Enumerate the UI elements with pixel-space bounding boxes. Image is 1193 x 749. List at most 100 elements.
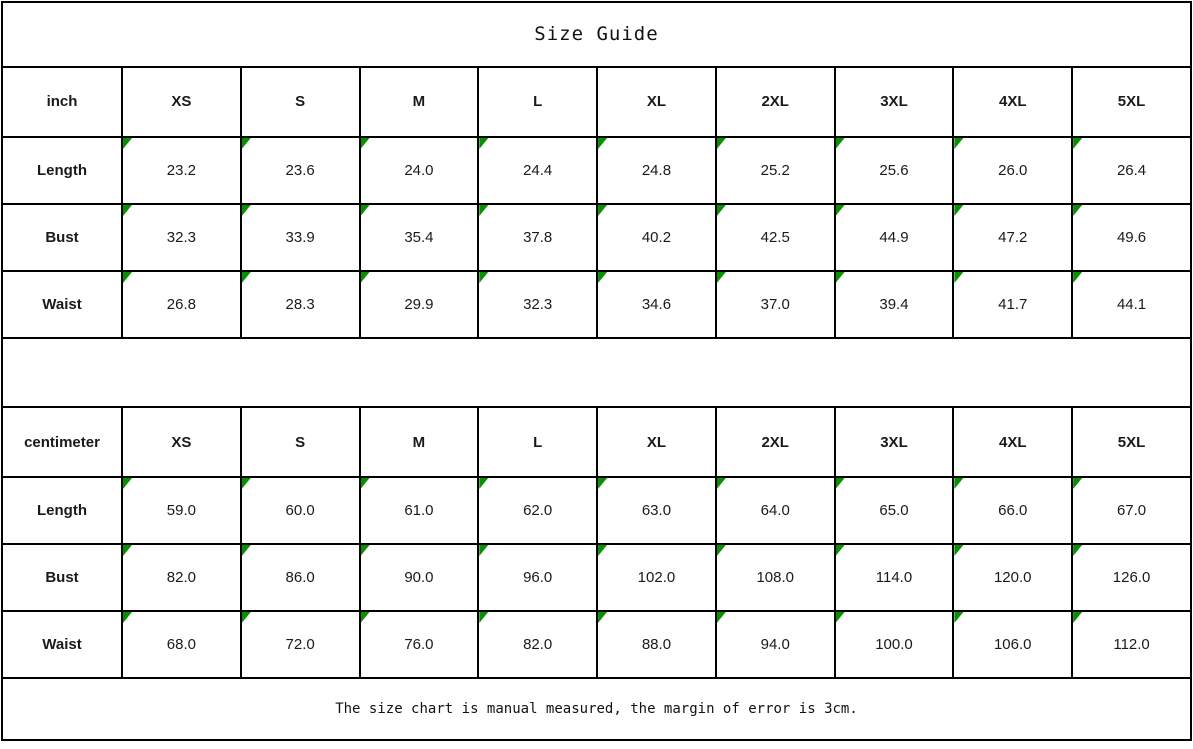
measurement-cell: 23.2 xyxy=(121,135,242,205)
green-corner-marker-icon xyxy=(1073,545,1083,557)
green-corner-marker-icon xyxy=(123,545,132,557)
measurement-cell: 41.7 xyxy=(952,269,1074,339)
measurement-cell: 59.0 xyxy=(121,476,242,546)
measurement-cell: 82.0 xyxy=(121,543,242,612)
measurement-value: 102.0 xyxy=(637,569,676,586)
measurement-value: 24.8 xyxy=(641,161,672,179)
green-corner-marker-icon xyxy=(123,137,132,149)
row-label-length: Length xyxy=(1,135,123,205)
measurement-cell: 82.0 xyxy=(477,609,599,680)
size-col-header-s: S xyxy=(239,405,361,479)
unit-label-centimeter: centimeter xyxy=(1,405,123,479)
measurement-cell: 44.9 xyxy=(833,202,955,272)
footer-note: The size chart is manual measured, the m… xyxy=(1,677,1192,741)
green-corner-marker-icon xyxy=(123,204,132,216)
measurement-cell: 60.0 xyxy=(239,476,361,546)
measurement-value: 106.0 xyxy=(993,636,1032,654)
measurement-cell: 112.0 xyxy=(1071,609,1192,680)
green-corner-marker-icon xyxy=(598,612,608,623)
measurement-cell: 66.0 xyxy=(952,476,1074,546)
green-corner-marker-icon xyxy=(123,612,132,623)
measurement-cell: 72.0 xyxy=(239,609,361,680)
measurement-cell: 24.4 xyxy=(477,135,599,205)
measure-row-length: Length 23.2 23.6 24.0 24.4 24.8 25.2 25.6 26.0 26… xyxy=(1,135,1192,205)
gap-section xyxy=(1,336,1192,409)
measurement-cell: 29.9 xyxy=(358,269,480,339)
measurement-value: 32.3 xyxy=(166,228,196,246)
footer-row: The size chart is manual measured, the m… xyxy=(1,677,1192,741)
measurement-value: 114.0 xyxy=(875,569,913,586)
measurement-value: 37.8 xyxy=(523,228,553,246)
green-corner-marker-icon xyxy=(716,204,726,216)
measurement-value: 59.0 xyxy=(166,502,196,520)
size-col-header-5xl: 5XL xyxy=(1071,65,1192,138)
measurement-value: 82.0 xyxy=(523,636,553,654)
green-corner-marker-icon xyxy=(241,545,251,557)
green-corner-marker-icon xyxy=(835,478,845,490)
measurement-cell: 24.8 xyxy=(596,135,717,205)
measurement-cell: 25.6 xyxy=(833,135,955,205)
green-corner-marker-icon xyxy=(1073,204,1083,216)
measurement-cell: 44.1 xyxy=(1071,269,1192,339)
size-header-row: centimeter XS S M L XL 2XL 3XL 4XL 5XL xyxy=(1,405,1192,479)
measurement-value: 66.0 xyxy=(998,502,1028,520)
size-col-header-xl: XL xyxy=(596,65,717,138)
measurement-cell: 32.3 xyxy=(477,269,599,339)
measurement-cell: 35.4 xyxy=(358,202,480,272)
size-col-header-m: M xyxy=(358,405,480,479)
measurement-value: 126.0 xyxy=(1112,569,1151,586)
green-corner-marker-icon xyxy=(835,137,845,149)
measurement-cell: 94.0 xyxy=(714,609,836,680)
measurement-value: 86.0 xyxy=(285,569,315,586)
measure-row-length: Length 59.0 60.0 61.0 62.0 63.0 64.0 65.0 66.0 67… xyxy=(1,476,1192,546)
row-label-length: Length xyxy=(1,476,123,546)
green-corner-marker-icon xyxy=(123,271,132,283)
size-col-header-3xl: 3XL xyxy=(833,405,955,479)
measurement-value: 100.0 xyxy=(875,636,913,654)
measurement-cell: 76.0 xyxy=(358,609,480,680)
measurement-value: 96.0 xyxy=(523,569,553,586)
green-corner-marker-icon xyxy=(716,271,726,283)
measurement-value: 62.0 xyxy=(523,502,553,520)
green-corner-marker-icon xyxy=(360,545,370,557)
green-corner-marker-icon xyxy=(360,137,370,149)
green-corner-marker-icon xyxy=(716,478,726,490)
measure-row-bust: Bust 82.0 86.0 90.0 96.0 102.0 108.0 114.0 120.0… xyxy=(1,543,1192,612)
green-corner-marker-icon xyxy=(479,612,489,623)
green-corner-marker-icon xyxy=(241,612,251,623)
green-corner-marker-icon xyxy=(1073,137,1083,149)
measurement-cell: 23.6 xyxy=(239,135,361,205)
measurement-value: 32.3 xyxy=(523,295,553,313)
measurement-value: 44.9 xyxy=(879,228,909,246)
measurement-value: 90.0 xyxy=(404,569,434,586)
measurement-cell: 34.6 xyxy=(596,269,717,339)
measurement-cell: 114.0 xyxy=(833,543,955,612)
measurement-value: 88.0 xyxy=(641,636,672,654)
green-corner-marker-icon xyxy=(598,545,608,557)
green-corner-marker-icon xyxy=(479,478,489,490)
green-corner-marker-icon xyxy=(598,478,608,490)
spacer-cell xyxy=(1,336,1192,409)
measurement-cell: 65.0 xyxy=(833,476,955,546)
measurement-cell: 33.9 xyxy=(239,202,361,272)
green-corner-marker-icon xyxy=(360,612,370,623)
measurement-cell: 100.0 xyxy=(833,609,955,680)
measurement-cell: 26.0 xyxy=(952,135,1074,205)
green-corner-marker-icon xyxy=(954,478,964,490)
measure-row-waist: Waist 68.0 72.0 76.0 82.0 88.0 94.0 100.0 106.0 1… xyxy=(1,609,1192,680)
measurement-cell: 68.0 xyxy=(121,609,242,680)
green-corner-marker-icon xyxy=(479,271,489,283)
green-corner-marker-icon xyxy=(1073,478,1083,490)
measurement-cell: 39.4 xyxy=(833,269,955,339)
green-corner-marker-icon xyxy=(1073,612,1083,623)
measurement-value: 65.0 xyxy=(879,502,909,520)
measurement-cell: 86.0 xyxy=(239,543,361,612)
measurement-value: 26.4 xyxy=(1116,161,1147,179)
measurement-cell: 61.0 xyxy=(358,476,480,546)
title-row: Size Guide xyxy=(1,1,1192,68)
measurement-cell: 32.3 xyxy=(121,202,242,272)
size-col-header-xs: XS xyxy=(121,405,242,479)
green-corner-marker-icon xyxy=(598,271,608,283)
measurement-cell: 63.0 xyxy=(596,476,717,546)
